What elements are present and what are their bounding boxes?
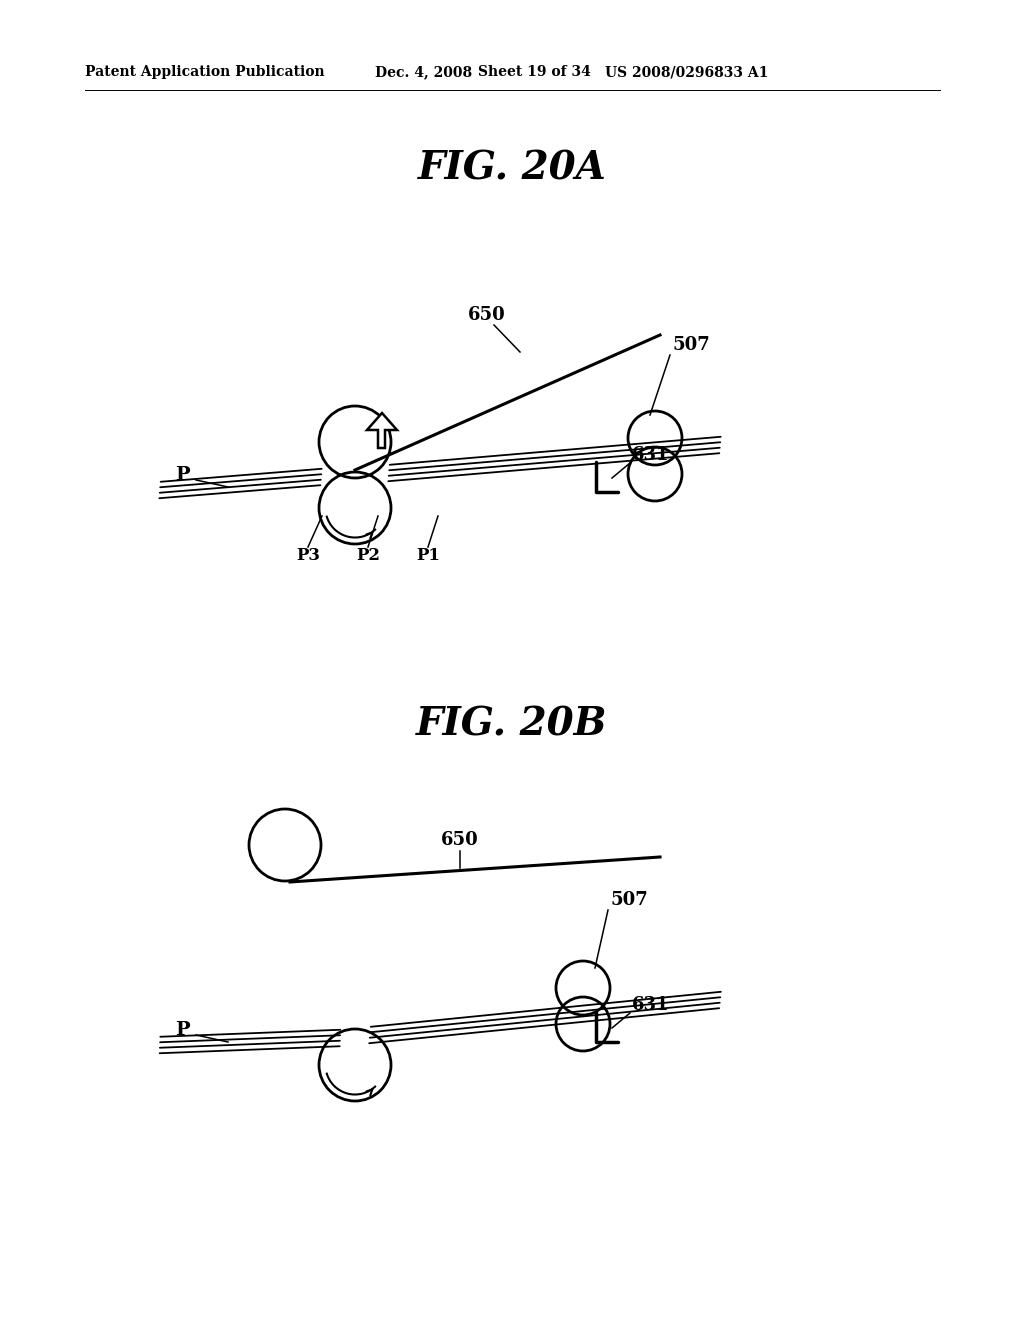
Text: US 2008/0296833 A1: US 2008/0296833 A1 (605, 65, 768, 79)
Text: P2: P2 (356, 546, 380, 564)
Text: Dec. 4, 2008: Dec. 4, 2008 (375, 65, 472, 79)
Text: FIG. 20A: FIG. 20A (418, 149, 606, 187)
Text: Sheet 19 of 34: Sheet 19 of 34 (478, 65, 591, 79)
Text: FIG. 20B: FIG. 20B (416, 706, 608, 744)
Text: 650: 650 (441, 832, 479, 849)
Text: 507: 507 (672, 337, 710, 354)
Text: P: P (175, 466, 189, 484)
Text: 650: 650 (468, 306, 506, 323)
Text: 631: 631 (632, 997, 670, 1014)
Text: Patent Application Publication: Patent Application Publication (85, 65, 325, 79)
Text: P: P (175, 1020, 189, 1039)
Text: P1: P1 (416, 546, 440, 564)
Text: 631: 631 (632, 446, 670, 465)
Text: 507: 507 (610, 891, 648, 909)
Polygon shape (367, 413, 397, 447)
Text: P3: P3 (296, 546, 319, 564)
